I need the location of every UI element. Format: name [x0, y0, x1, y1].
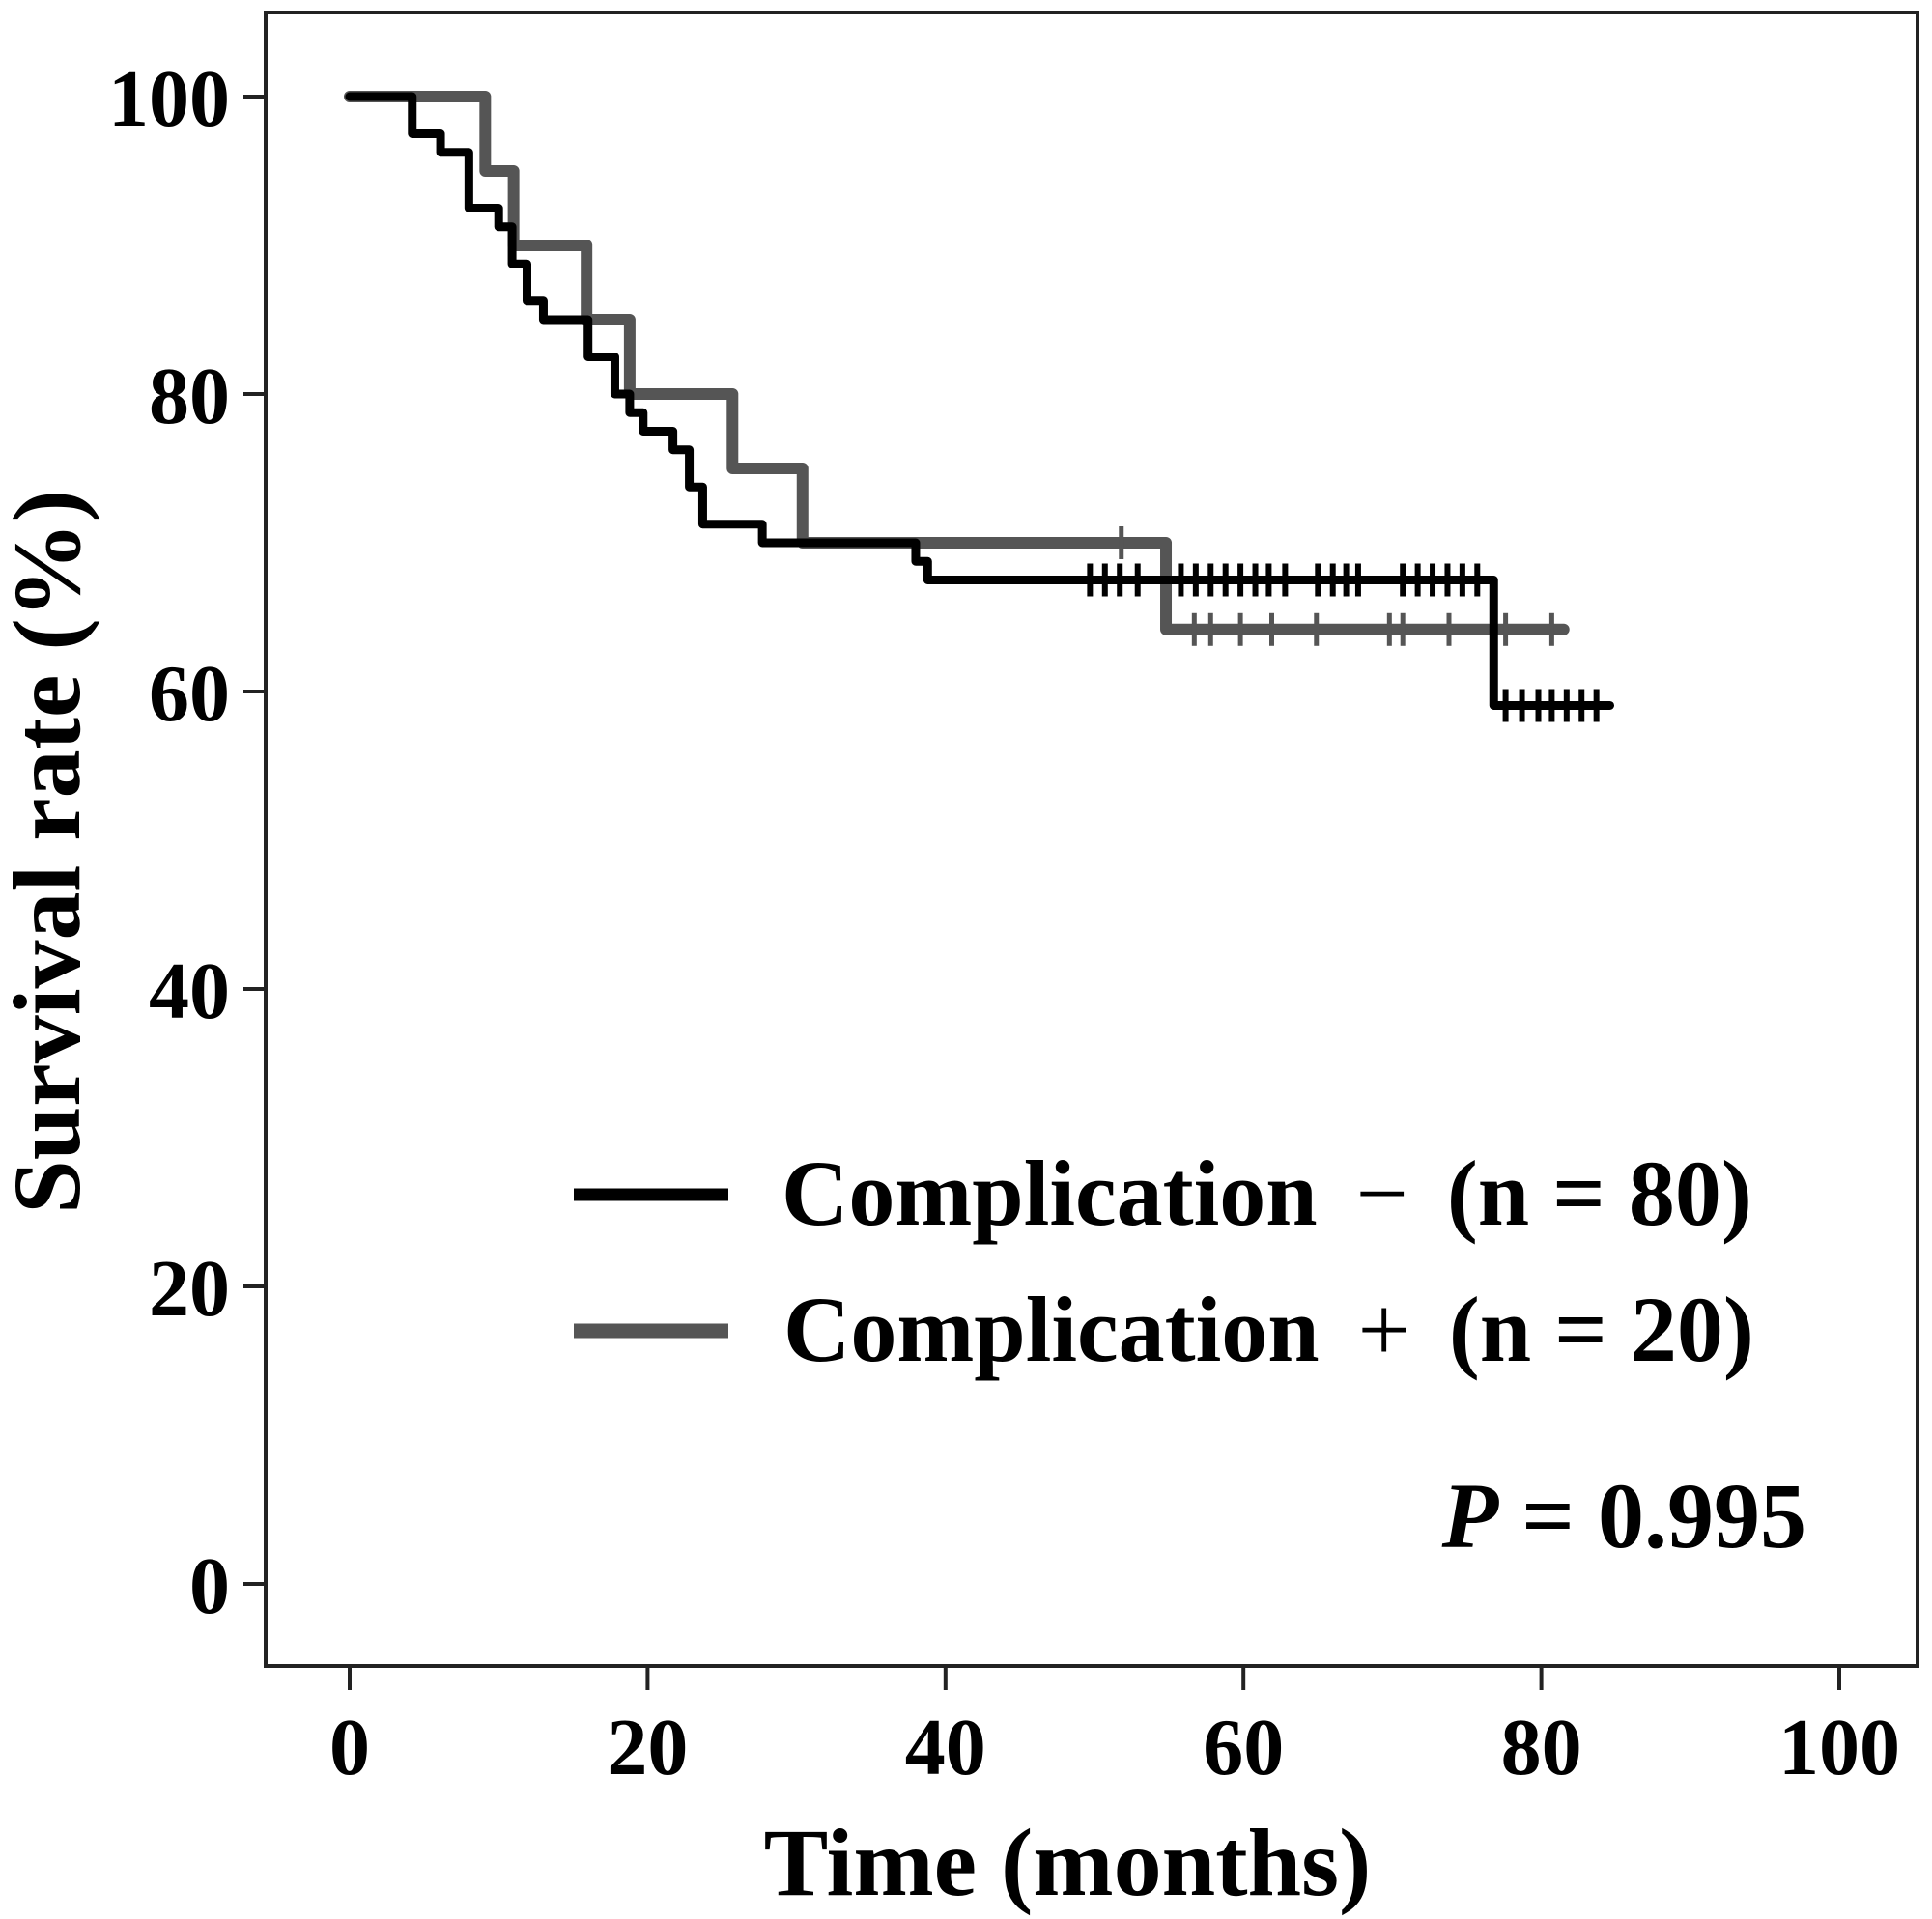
y-axis: 0 20 40 60 80 100 — [108, 54, 266, 1631]
x-tick-label: 80 — [1501, 1703, 1582, 1792]
y-tick-label: 100 — [108, 54, 230, 144]
legend-label-complication-plus: Complication + (n = 20) — [783, 1278, 1754, 1381]
x-tick-label: 0 — [329, 1703, 370, 1792]
x-tick-label: 100 — [1778, 1703, 1900, 1792]
x-tick-label: 20 — [607, 1703, 688, 1792]
legend: Complication − (n = 80) Complication + (n = … — [574, 1142, 1754, 1381]
y-tick-label: 60 — [149, 649, 230, 739]
survival-curve-complication-minus — [345, 92, 1615, 710]
y-axis-title: Survival rate (%) — [0, 490, 100, 1214]
x-axis: 0 20 40 60 80 100 — [329, 1666, 1900, 1792]
x-tick-label: 40 — [905, 1703, 986, 1792]
survival-curve-complication-plus — [344, 91, 1570, 635]
legend-label-complication-minus: Complication − (n = 80) — [781, 1142, 1752, 1245]
plot-frame — [264, 11, 1919, 1668]
p-value-annotation: P = 0.995 — [1441, 1464, 1806, 1567]
x-tick-label: 60 — [1203, 1703, 1284, 1792]
y-tick-label: 80 — [149, 352, 230, 441]
y-tick-label: 20 — [149, 1244, 230, 1334]
plot-area — [344, 91, 1615, 722]
x-axis-title: Time (months) — [764, 1809, 1372, 1916]
y-tick-label: 40 — [149, 946, 230, 1036]
y-tick-label: 0 — [189, 1541, 230, 1631]
